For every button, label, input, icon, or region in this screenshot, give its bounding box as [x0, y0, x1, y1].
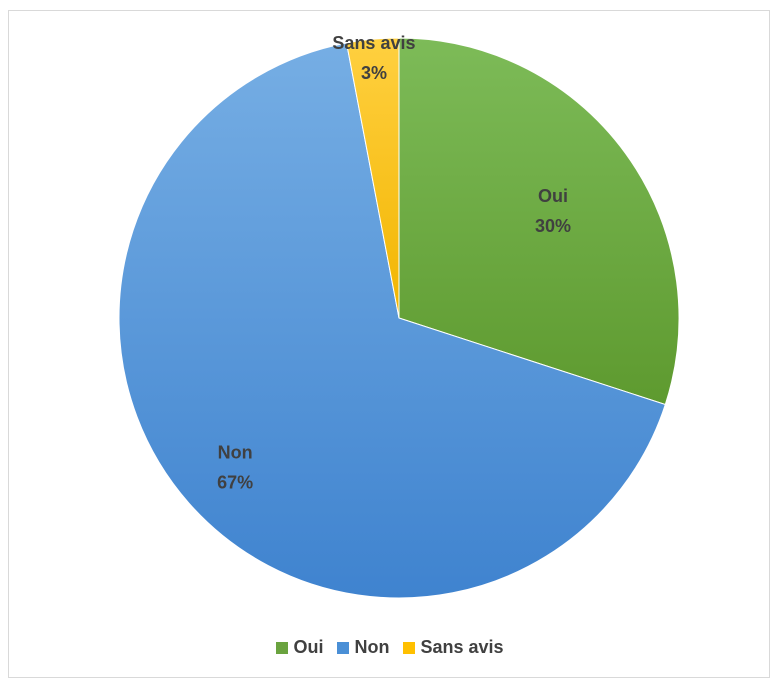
slice-label-name: Oui: [538, 186, 568, 206]
legend-item-sans-avis: Sans avis: [403, 637, 504, 658]
pie-slices: [118, 37, 680, 599]
legend-item-oui: Oui: [276, 637, 323, 658]
slice-label-name: Sans avis: [332, 33, 415, 53]
slice-label-name: Non: [218, 442, 253, 462]
legend-item-non: Non: [337, 637, 389, 658]
slice-label-percent: 3%: [361, 63, 387, 83]
legend-label: Sans avis: [420, 637, 504, 657]
legend-swatch: [403, 641, 416, 654]
pie-slice-sans-avis: [345, 37, 400, 319]
pie-slice-oui: [398, 37, 680, 406]
legend-label: Oui: [293, 637, 324, 657]
slice-label-percent: 30%: [535, 216, 571, 236]
legend-swatch: [276, 641, 289, 654]
pie-data-labels: Oui 30% Non 67% Sans avis 3%: [217, 33, 571, 492]
chart-legend: Oui Non Sans avis: [0, 637, 780, 658]
legend-label: Non: [354, 637, 390, 657]
legend-swatch: [337, 641, 350, 654]
slice-label-percent: 67%: [217, 472, 253, 492]
pie-slice-non: [118, 42, 666, 599]
